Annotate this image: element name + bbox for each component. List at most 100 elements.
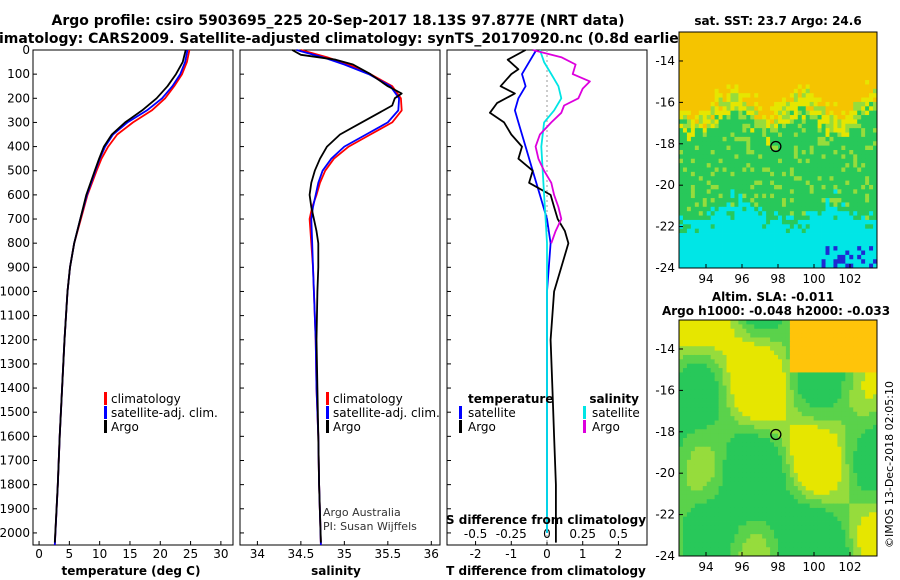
map-cell (762, 459, 767, 465)
map-cell (829, 385, 834, 391)
map-cell (869, 176, 874, 181)
map-cell (853, 233, 858, 238)
map-cell (797, 150, 803, 155)
map-cell (714, 71, 719, 77)
map-cell (817, 376, 822, 382)
map-cell (869, 263, 874, 269)
map-cell (849, 180, 854, 186)
lat-tick-label: -22 (655, 220, 675, 234)
map-cell (805, 123, 811, 129)
map-cell (706, 451, 712, 456)
map-cell (766, 446, 771, 452)
depth-tick-label: 0 (22, 43, 30, 57)
s-diff-tick-label: -0.5 (464, 527, 487, 541)
legend-label-argo: Argo (111, 420, 139, 434)
map-cell (853, 62, 858, 68)
map-cell (710, 32, 716, 37)
map-cell (785, 250, 791, 256)
map-cell (805, 394, 811, 400)
map-cell (770, 219, 775, 225)
map-cell (726, 80, 731, 85)
map-cell (837, 372, 842, 378)
map-cell (722, 36, 727, 42)
map-cell (825, 438, 830, 443)
map-cell (726, 459, 731, 465)
map-cell (746, 389, 751, 395)
map-cell (849, 106, 854, 112)
map-cell (861, 359, 866, 365)
map-cell (774, 62, 779, 68)
map-cell (742, 219, 747, 225)
map-cell (774, 198, 779, 203)
map-cell (785, 180, 791, 186)
map-cell (841, 202, 846, 208)
map-cell (865, 141, 870, 147)
map-cell (750, 119, 755, 125)
map-cell (865, 66, 870, 72)
map-cell (857, 446, 862, 452)
map-cell (679, 354, 684, 360)
map-cell (817, 472, 822, 478)
map-cell (726, 320, 731, 325)
map-cell (778, 250, 783, 256)
map-cell (849, 324, 854, 330)
map-cell (774, 123, 779, 129)
map-cell (690, 477, 696, 483)
map-cell (821, 389, 826, 395)
map-cell (706, 446, 712, 452)
map-cell (849, 167, 854, 173)
map-cell (865, 451, 870, 456)
map-cell (857, 66, 862, 72)
map-cell (813, 53, 818, 59)
map-cell (742, 154, 747, 160)
map-cell (710, 429, 716, 435)
map-cell (750, 233, 755, 238)
map-cell (750, 438, 755, 443)
map-cell (809, 446, 815, 452)
map-cell (754, 62, 759, 68)
map-cell (781, 215, 787, 221)
map-cell (742, 115, 747, 120)
map-cell (714, 324, 719, 330)
map-cell (714, 36, 719, 42)
map-cell (865, 420, 870, 426)
map-cell (841, 499, 846, 504)
map-cell (829, 136, 834, 142)
map-cell (805, 66, 811, 72)
map-cell (738, 455, 743, 461)
map-cell (813, 438, 818, 443)
map-cell (722, 198, 727, 203)
map-cell (738, 123, 743, 129)
map-cell (781, 363, 787, 369)
map-cell (865, 106, 870, 112)
map-cell (793, 88, 799, 94)
map-cell (738, 407, 743, 413)
map-cell (865, 158, 870, 164)
map-cell (825, 150, 830, 155)
map-cell (726, 333, 731, 338)
map-cell (694, 215, 700, 221)
map-cell (801, 32, 807, 37)
map-cell (734, 372, 739, 378)
map-cell (793, 490, 799, 496)
map-cell (746, 215, 751, 221)
map-cell (770, 184, 775, 190)
map-cell (797, 97, 803, 103)
map-cell (797, 354, 803, 360)
map-cell (694, 93, 700, 98)
map-cell (690, 101, 696, 107)
map-cell (766, 354, 771, 360)
map-cell (770, 80, 775, 85)
map-cell (829, 224, 834, 230)
map-cell (710, 40, 716, 46)
map-cell (762, 75, 767, 81)
map-cell (726, 45, 731, 50)
map-cell (702, 237, 708, 243)
map-cell (869, 429, 874, 435)
map-cell (698, 381, 704, 386)
map-cell (781, 490, 787, 496)
map-cell (766, 145, 771, 151)
map-cell (778, 468, 783, 474)
map-cell (730, 429, 735, 435)
map-cell (821, 250, 826, 256)
